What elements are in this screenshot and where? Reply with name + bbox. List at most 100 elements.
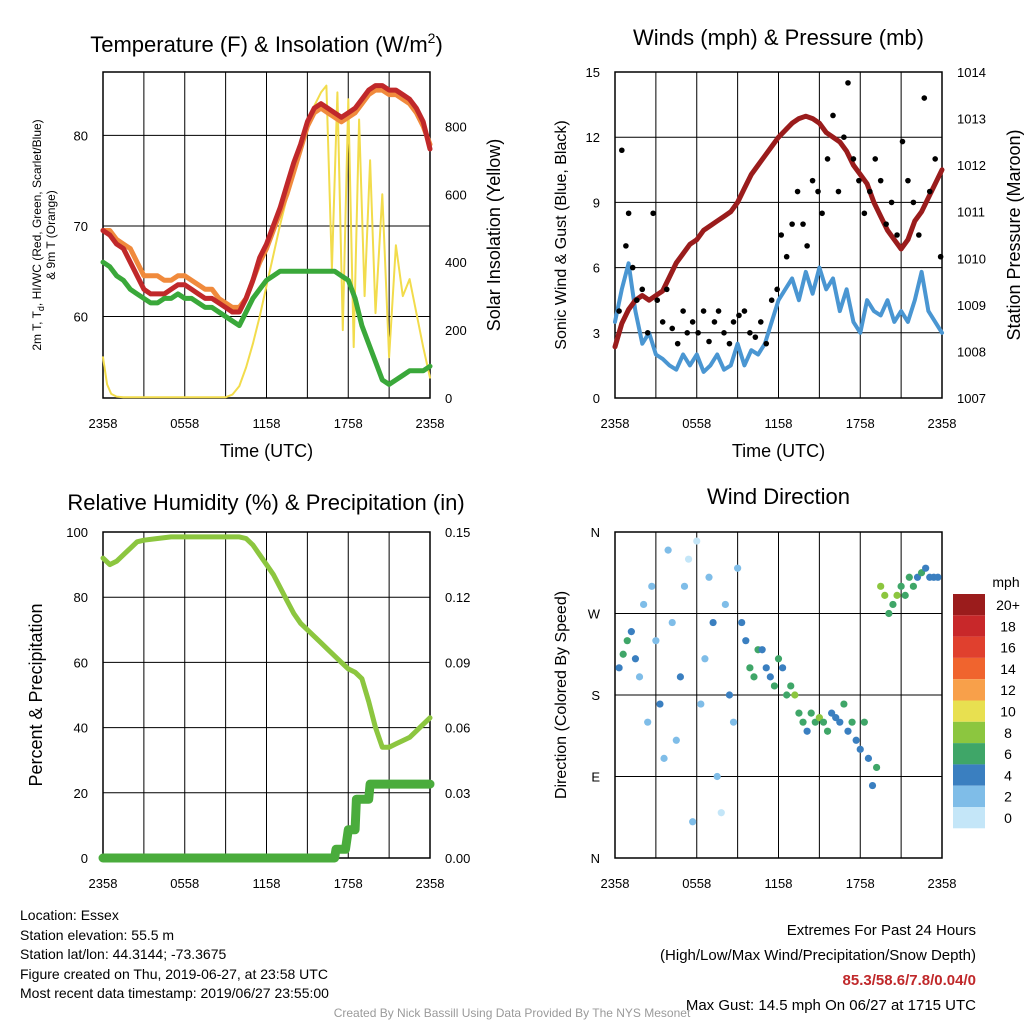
direction-point — [803, 727, 811, 735]
direction-point — [881, 591, 889, 599]
direction-point — [762, 664, 770, 672]
gust-point — [835, 188, 842, 195]
gust-point — [669, 325, 676, 332]
gust-point — [894, 232, 900, 238]
direction-point — [648, 582, 656, 590]
direction-point — [848, 718, 856, 726]
legend-swatch — [953, 679, 985, 701]
gust-point — [916, 232, 922, 238]
y-tick-label: 80 — [74, 128, 88, 143]
gust-point — [726, 340, 733, 347]
y-tick-label: 100 — [66, 525, 88, 540]
elevation-text: Station elevation: 55.5 m — [20, 926, 175, 943]
y2-tick-label: 0.06 — [445, 721, 470, 736]
direction-point — [619, 650, 627, 658]
x-axis-label: Time (UTC) — [220, 441, 313, 461]
y2-axis-label: Solar Insolation (Yellow) — [484, 139, 504, 331]
y2-tick-label: 200 — [445, 323, 467, 338]
x-tick-label: 2358 — [416, 876, 445, 891]
y-tick-label: N — [591, 525, 600, 540]
y-tick-label: 20 — [74, 786, 88, 801]
y2-tick-label: 1012 — [957, 158, 986, 173]
y-tick-label: 12 — [586, 130, 600, 145]
created-text: Figure created on Thu, 2019-06-27, at 23… — [20, 965, 328, 982]
y-tick-label: 40 — [74, 721, 88, 736]
temperature-panel: Temperature (F) & Insolation (W/m2)2358 0… — [30, 30, 504, 461]
x-tick-label: 2358 — [928, 416, 957, 431]
gust-point — [768, 297, 775, 304]
legend-label: 12 — [1000, 682, 1016, 698]
direction-point — [734, 564, 742, 572]
direction-point — [909, 582, 917, 590]
gust-point — [789, 221, 795, 227]
y2-tick-label: 1010 — [957, 251, 986, 266]
direction-point — [885, 609, 893, 618]
direction-point — [713, 772, 721, 781]
y2-tick-label: 1009 — [957, 298, 986, 313]
direction-point — [693, 537, 701, 545]
gust-point — [730, 319, 737, 325]
y2-tick-label: 1007 — [957, 391, 986, 406]
direction-point — [717, 809, 725, 817]
direction-point — [631, 655, 640, 663]
direction-point — [877, 582, 885, 590]
chart-title-end: ) — [435, 32, 442, 57]
extremes-title: Extremes For Past 24 Hours — [786, 922, 976, 939]
temp_2m-line — [100, 83, 433, 315]
y2-tick-label: 600 — [445, 187, 467, 202]
y2-tick-label: 0.15 — [445, 525, 470, 540]
x-tick-label: 1758 — [334, 416, 363, 431]
y-axis-label: Percent & Precipitation — [26, 603, 46, 786]
direction-point — [635, 673, 644, 681]
pressure-line — [612, 113, 945, 350]
gust-point — [804, 243, 810, 249]
direction-point — [672, 736, 680, 744]
chart-title: Relative Humidity (%) & Precipitation (i… — [67, 490, 464, 515]
gust-point — [877, 177, 884, 184]
direction-point — [770, 682, 779, 690]
gust-point — [809, 177, 816, 184]
gust-point — [629, 264, 636, 271]
gust-point — [861, 210, 868, 217]
extremes-values: 85.3/58.6/7.8/0.04/0 — [842, 972, 976, 989]
direction-point — [697, 700, 705, 708]
direction-point — [644, 718, 652, 726]
gust-point — [747, 330, 753, 336]
direction-point — [684, 555, 693, 563]
gust-point — [763, 340, 770, 347]
x-tick-label: 0558 — [170, 876, 199, 891]
gust-point — [872, 156, 879, 162]
gust-point — [736, 312, 742, 319]
precip-line — [98, 779, 435, 863]
direction-point — [922, 564, 930, 572]
x-tick-label: 1158 — [765, 416, 793, 431]
x-tick-label: 1158 — [253, 416, 281, 431]
legend-swatch — [953, 807, 985, 829]
x-tick-label: 1758 — [846, 876, 875, 891]
x-tick-label: 1158 — [253, 876, 281, 891]
y2-tick-label: 0.03 — [445, 786, 470, 801]
direction-point — [721, 600, 729, 609]
gust-point — [815, 188, 821, 195]
direction-point — [783, 691, 791, 699]
y2-tick-label: 0.12 — [445, 590, 470, 605]
direction-point — [901, 591, 909, 599]
direction-point — [799, 718, 807, 726]
y-axis-label: 2m T, Td, HI/WC (Red, Green, Scarlet/Blu… — [30, 119, 46, 350]
direction-point — [823, 727, 832, 735]
direction-point — [934, 573, 942, 581]
y-tick-label: N — [591, 851, 600, 866]
winds-panel: Winds (mph) & Pressure (mb) 2358 0558 1158 1… — [553, 25, 1024, 461]
gust-point — [910, 199, 917, 206]
legend-label: 8 — [1004, 725, 1012, 741]
direction-point — [774, 655, 783, 663]
direction-point — [819, 718, 828, 726]
gust-point — [700, 308, 707, 314]
gust-point — [639, 286, 646, 293]
y-tick-label: 0 — [81, 851, 88, 866]
gust-point — [757, 319, 764, 325]
wind-line — [613, 261, 944, 374]
y-tick-label: S — [591, 688, 600, 703]
direction-point — [742, 637, 750, 645]
